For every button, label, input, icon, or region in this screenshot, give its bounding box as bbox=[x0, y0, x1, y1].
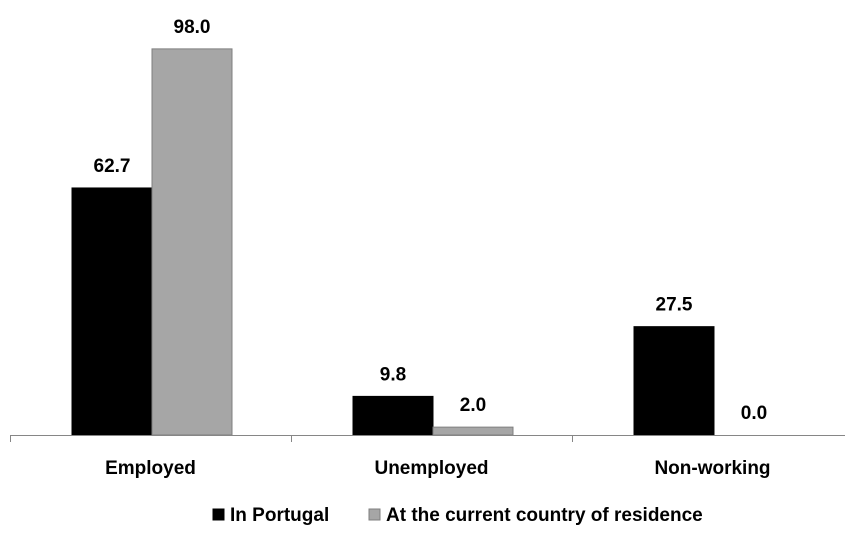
legend-label: In Portugal bbox=[230, 505, 329, 526]
bar-unemployed-series-2 bbox=[432, 426, 514, 436]
x-axis: Employed Unemployed Non-working bbox=[10, 435, 845, 479]
bar-employed-series-1 bbox=[71, 187, 153, 436]
legend-swatch bbox=[212, 508, 225, 521]
data-label: 62.7 bbox=[94, 156, 131, 177]
legend-swatch bbox=[368, 508, 381, 521]
legend: In Portugal At the current country of res… bbox=[212, 505, 703, 526]
bar-unemployed-series-1 bbox=[352, 395, 434, 436]
legend-item: In Portugal bbox=[212, 505, 329, 526]
category-label: Employed bbox=[105, 458, 196, 479]
bar-employed-series-2 bbox=[151, 48, 233, 436]
category-label: Non-working bbox=[654, 458, 770, 479]
data-label: 0.0 bbox=[741, 403, 767, 424]
bar-non-working-series-1 bbox=[633, 326, 715, 436]
value-labels-layer: 62.7 9.8 27.5 98.0 2.0 0.0 bbox=[94, 17, 768, 424]
legend-item: At the current country of residence bbox=[368, 505, 703, 526]
data-label: 98.0 bbox=[174, 17, 211, 38]
data-label: 9.8 bbox=[380, 364, 406, 385]
data-label: 2.0 bbox=[460, 395, 486, 416]
legend-label: At the current country of residence bbox=[386, 505, 703, 526]
bars-layer bbox=[71, 48, 715, 436]
category-label: Unemployed bbox=[374, 458, 488, 479]
data-label: 27.5 bbox=[656, 295, 693, 316]
